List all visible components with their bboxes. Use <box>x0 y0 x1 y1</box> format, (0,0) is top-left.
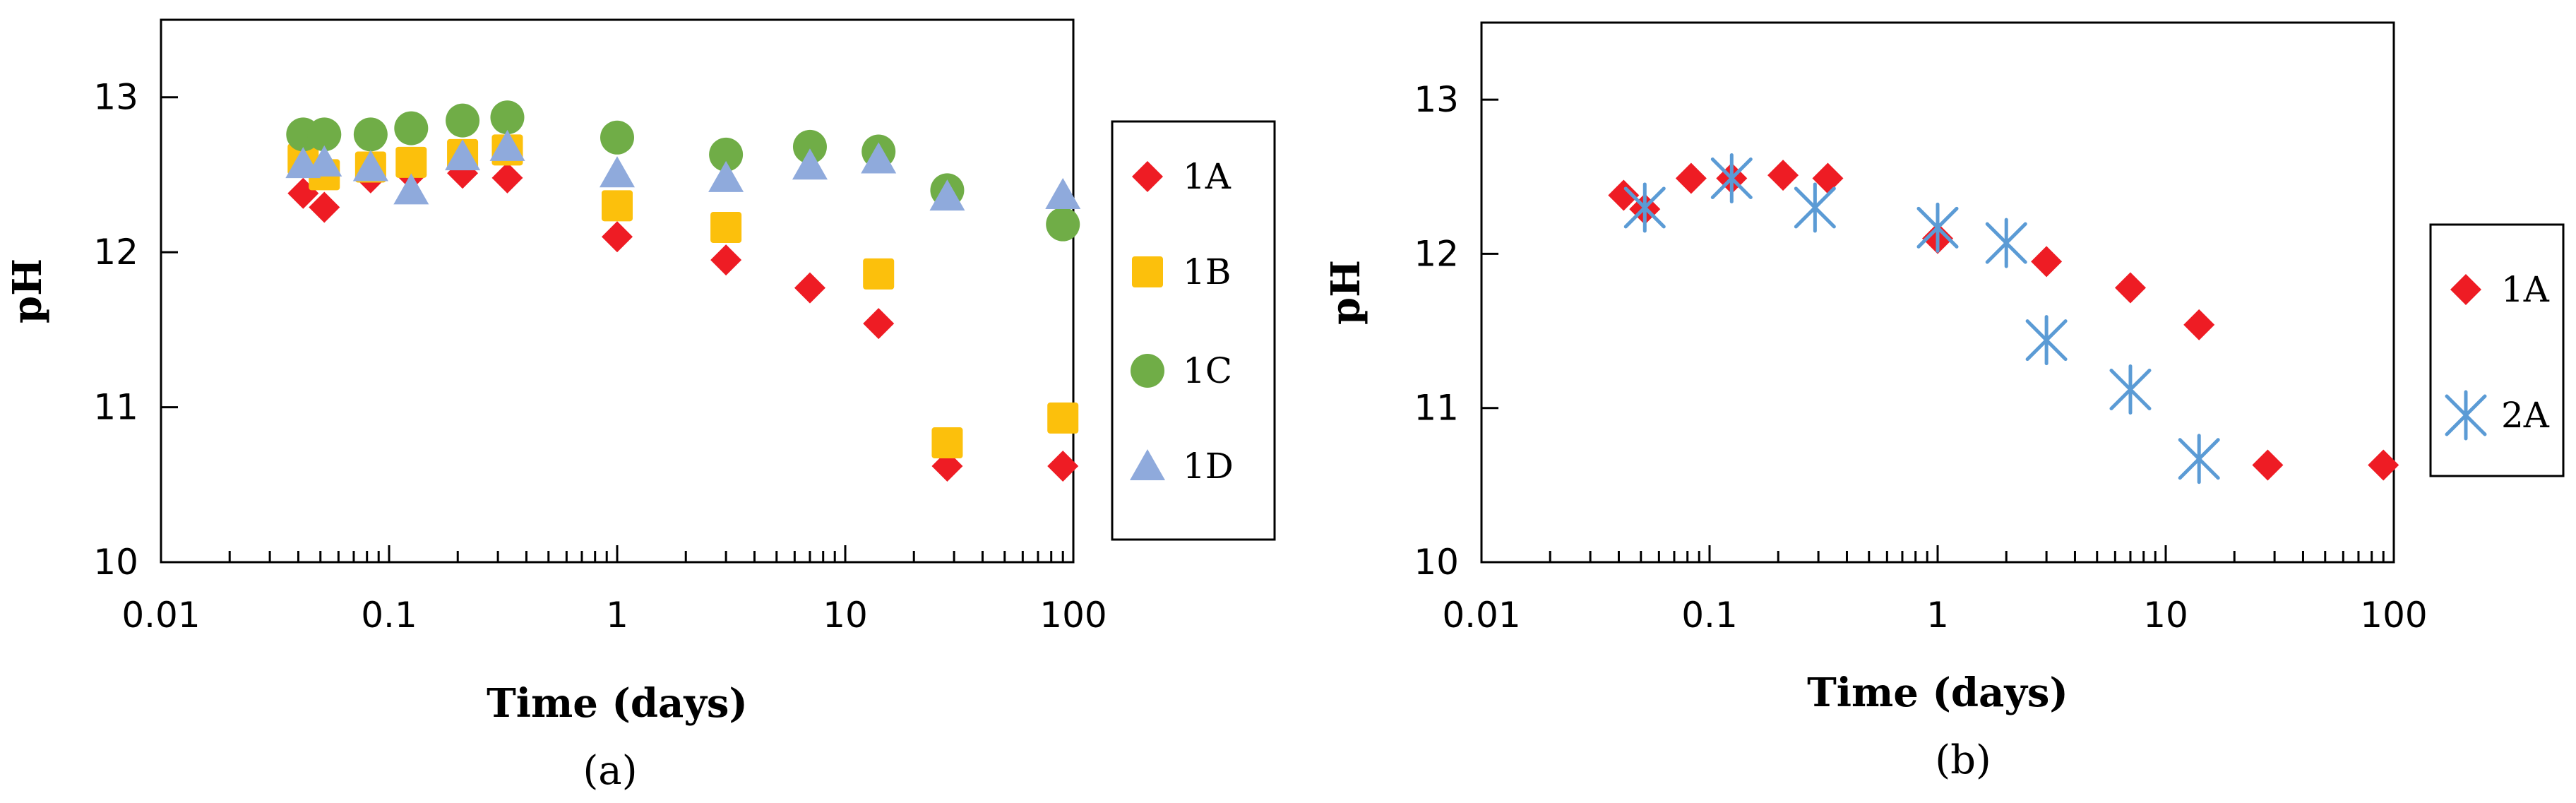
data-point <box>2368 449 2399 481</box>
data-point <box>1047 450 1079 482</box>
data-point <box>709 137 744 172</box>
x-tick-label: 1 <box>1926 595 1949 636</box>
data-point <box>1047 402 1079 434</box>
data-point <box>395 146 427 178</box>
data-point <box>393 173 429 205</box>
x-tick-label: 10 <box>823 595 868 636</box>
data-point <box>2178 434 2220 484</box>
data-point <box>2183 309 2215 340</box>
series-2A <box>1623 153 2220 484</box>
x-tick-label: 0.01 <box>121 595 200 636</box>
data-point <box>1608 179 1640 211</box>
data-point <box>1045 177 1081 209</box>
data-point <box>1675 162 1707 194</box>
data-point <box>708 160 744 192</box>
x-axis-title: Time (days) <box>487 680 748 727</box>
x-tick-label: 0.01 <box>1442 595 1520 636</box>
data-point <box>1046 207 1080 242</box>
chart-panel-b: 0.01 0.1 1 10 100 10 11 12 13 Time (days) pH (b) 1A 2… <box>1323 21 2565 783</box>
data-point <box>792 148 828 180</box>
data-point <box>2109 364 2152 415</box>
data-point <box>2031 246 2063 278</box>
data-point <box>861 142 897 174</box>
legend-label: 1B <box>1183 251 1232 292</box>
x-axis-title: Time (days) <box>1807 670 2068 716</box>
legend-marker <box>1131 354 1164 388</box>
data-point <box>1710 153 1753 203</box>
legend-marker <box>1130 449 1165 480</box>
legend-label: 2A <box>2501 395 2550 436</box>
y-tick-label: 11 <box>1414 388 1459 429</box>
data-point <box>2025 315 2068 366</box>
series-1A <box>1608 160 2399 481</box>
series-1D <box>285 129 1081 211</box>
data-point <box>863 258 895 290</box>
legend-marker <box>1132 161 1163 192</box>
data-point <box>1767 160 1799 191</box>
x-tick-label: 0.1 <box>1681 595 1738 636</box>
legend-marker <box>2445 390 2487 441</box>
data-point <box>394 111 429 145</box>
data-point <box>710 212 742 244</box>
legend-label: 1A <box>2501 269 2550 310</box>
data-point <box>445 139 481 171</box>
data-point <box>710 244 742 276</box>
legend-box <box>2429 223 2565 477</box>
legend-label: 1D <box>1183 446 1234 487</box>
data-point <box>307 117 342 152</box>
data-point <box>490 100 525 135</box>
x-tick-label: 100 <box>1039 595 1107 636</box>
data-point <box>1623 182 1666 233</box>
data-point <box>1794 182 1836 233</box>
data-point <box>309 191 340 223</box>
x-tick-label: 1 <box>606 595 628 636</box>
data-point <box>1916 202 1959 253</box>
x-tick-label: 10 <box>2143 595 2188 636</box>
legend-label: 1C <box>1183 350 1232 391</box>
data-point <box>929 179 965 211</box>
chart-panel-a: 0.01 0.1 1 10 100 10 11 12 13 Time (days) pH (a) 1A 1… <box>4 18 1276 794</box>
legend-marker <box>1132 256 1163 287</box>
data-point <box>306 145 342 177</box>
data-point <box>2114 272 2146 304</box>
data-point <box>792 129 827 164</box>
data-point <box>1985 218 2027 268</box>
data-point <box>602 190 633 222</box>
data-point <box>602 221 633 253</box>
plot-frame <box>1480 21 2395 564</box>
data-point <box>931 427 963 459</box>
y-tick-label: 11 <box>93 387 138 428</box>
y-axis-title: pH <box>4 258 51 323</box>
y-tick-label: 12 <box>1414 233 1459 274</box>
data-point <box>600 120 634 155</box>
y-tick-label: 10 <box>93 542 138 583</box>
data-point <box>491 162 523 194</box>
data-point <box>794 272 825 304</box>
x-tick-label: 0.1 <box>361 595 417 636</box>
data-point <box>489 129 525 161</box>
legend-label: 1A <box>1183 156 1232 197</box>
data-point <box>863 308 895 340</box>
y-tick-label: 10 <box>1414 542 1459 583</box>
data-point <box>353 117 388 152</box>
y-tick-label: 13 <box>1414 79 1459 120</box>
data-point <box>2252 449 2284 481</box>
y-axis-title: pH <box>1323 260 1369 325</box>
panel-caption: (a) <box>583 748 637 794</box>
panel-caption: (b) <box>1935 737 1991 783</box>
data-point <box>600 156 635 188</box>
data-point <box>446 103 480 138</box>
legend-marker <box>2450 274 2481 305</box>
plot-frame <box>160 18 1075 564</box>
x-tick-label: 100 <box>2360 595 2427 636</box>
data-point <box>1812 162 1844 194</box>
data-point <box>352 150 388 182</box>
y-tick-label: 13 <box>93 77 138 118</box>
y-tick-label: 12 <box>93 232 138 273</box>
